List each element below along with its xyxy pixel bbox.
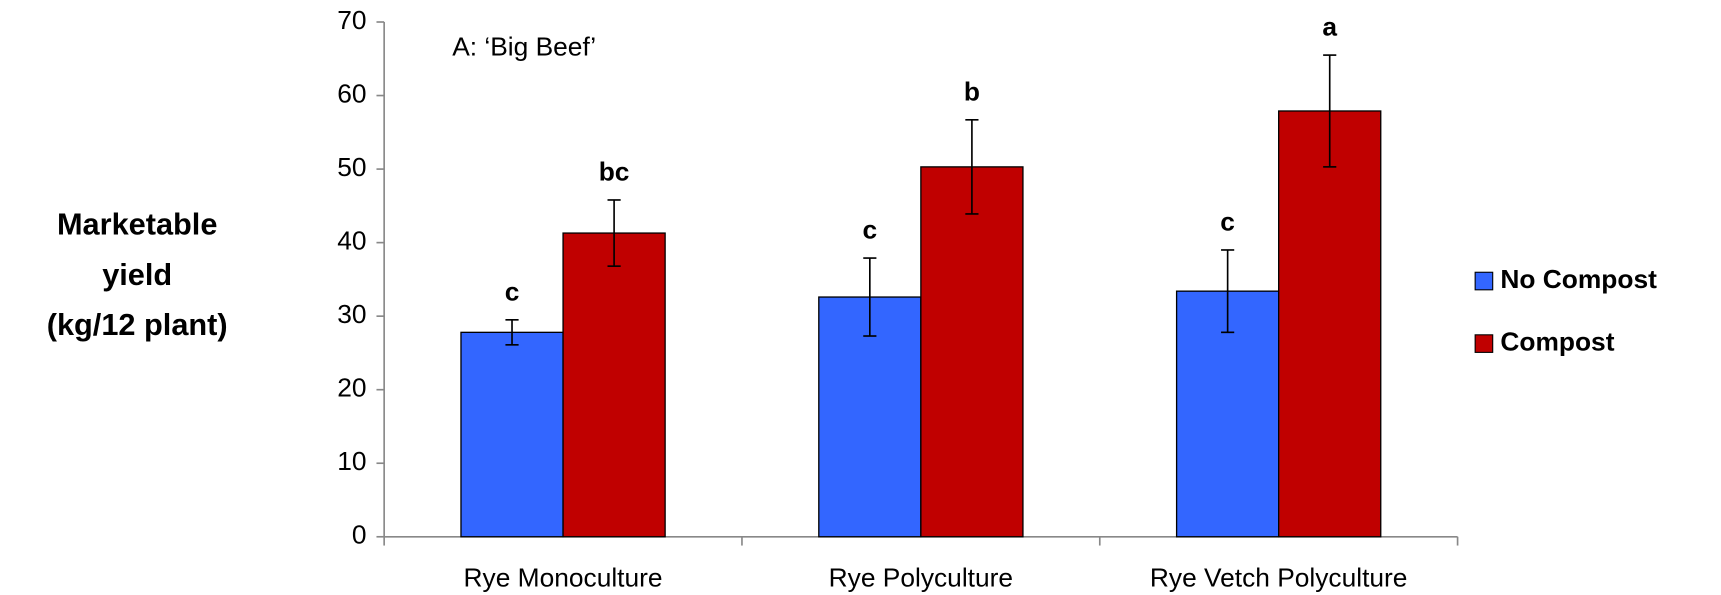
y-tick-label: 70 (337, 5, 366, 35)
y-tick-label: 10 (337, 446, 366, 476)
bar (818, 296, 922, 538)
significance-letter: b (964, 76, 980, 106)
y-tick-label: 60 (337, 78, 366, 108)
bar (920, 166, 1024, 538)
legend-swatch (1474, 334, 1494, 353)
x-tick-label: Rye Vetch Polyculture (1150, 563, 1408, 593)
significance-letter: c (863, 215, 878, 245)
y-axis-label: Marketable (57, 206, 218, 241)
annotation: A: ‘Big Beef’ (452, 31, 596, 61)
y-tick-label: 50 (337, 152, 366, 182)
y-tick-label: 0 (352, 520, 367, 550)
y-axis-label: (kg/12 plant) (47, 307, 228, 342)
legend-swatch (1474, 271, 1494, 291)
bar (562, 232, 666, 538)
significance-letter: c (1220, 207, 1235, 237)
y-tick-label: 20 (337, 373, 366, 403)
legend-label: No Compost (1500, 264, 1657, 294)
x-tick-label: Rye Monoculture (464, 563, 663, 593)
y-axis-label: yield (102, 257, 172, 292)
y-tick-label: 40 (337, 226, 366, 256)
significance-letter: c (505, 276, 520, 306)
significance-letter: a (1322, 12, 1337, 42)
y-tick-label: 30 (337, 299, 366, 329)
bar (460, 331, 564, 538)
significance-letter: bc (599, 157, 630, 187)
legend-label: Compost (1500, 327, 1614, 357)
x-tick-label: Rye Polyculture (829, 563, 1013, 593)
bar (1278, 110, 1382, 538)
